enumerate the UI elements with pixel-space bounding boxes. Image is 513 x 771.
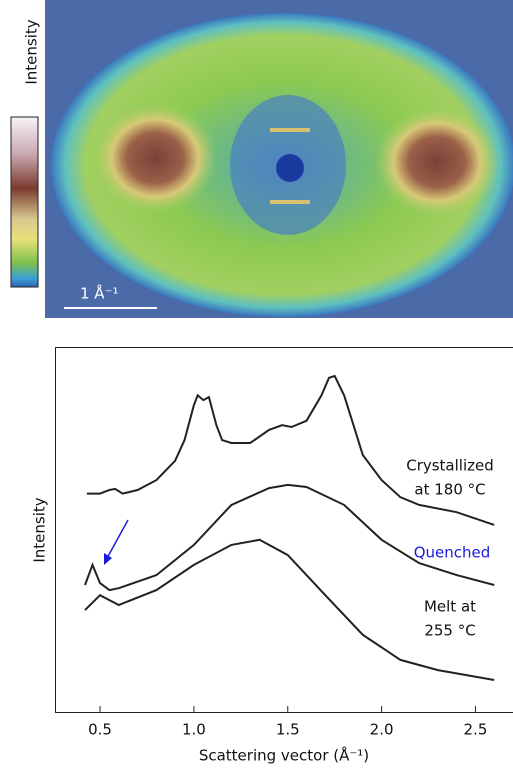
figure: Intensity 1 Å⁻¹ Scattering vector (Å⁻¹) … [0, 0, 513, 767]
page: Intensity 1 Å⁻¹ Scattering vector (Å⁻¹) … [0, 0, 513, 767]
x-tick-label: 1.0 [182, 721, 206, 739]
scattering-spot [93, 103, 217, 213]
annotation: Crystallized [406, 457, 494, 475]
curve [87, 376, 494, 525]
x-tick-label: 0.5 [88, 721, 112, 739]
colorbar-label: Intensity [23, 19, 41, 84]
curve [85, 485, 494, 590]
y-axis-label: Intensity [31, 497, 49, 562]
x-tick-label: 2.5 [464, 721, 488, 739]
annotation: Melt at [424, 598, 476, 616]
arrow [106, 520, 128, 560]
scale-bar-label: 1 Å⁻¹ [80, 284, 119, 303]
annotation: at 180 °C [414, 481, 485, 499]
plot-frame [56, 348, 513, 713]
x-axis-label: Scattering vector (Å⁻¹) [199, 746, 369, 765]
reflection [270, 128, 310, 132]
annotation: Quenched [414, 544, 491, 562]
x-tick-label: 1.5 [276, 721, 300, 739]
reflection [270, 200, 310, 204]
beam-stop [276, 154, 304, 182]
arrow-head [104, 553, 112, 565]
x-tick-label: 2.0 [370, 721, 394, 739]
colorbar [11, 117, 38, 287]
scattering-spot [375, 107, 499, 217]
annotation: 255 °C [424, 622, 475, 640]
